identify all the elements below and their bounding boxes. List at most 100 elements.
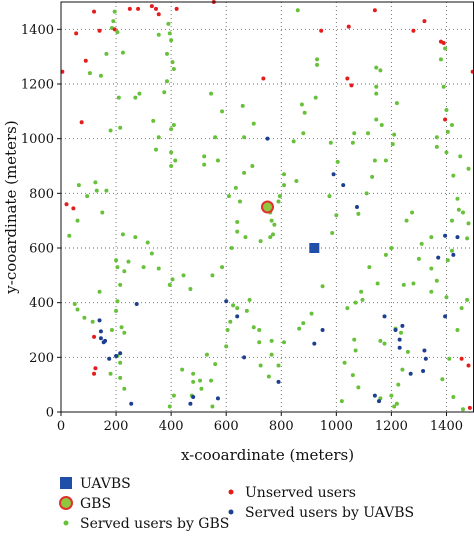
unserved-point (83, 58, 88, 63)
served-gbs-point (98, 73, 103, 78)
served-gbs-point (352, 131, 357, 136)
served-gbs-point (116, 95, 121, 100)
served-uavbs-point (101, 340, 106, 345)
y-tick-label: 1400 (21, 23, 54, 38)
served-gbs-point (126, 259, 131, 264)
served-gbs-point (180, 367, 185, 372)
served-gbs-point (367, 265, 372, 270)
served-gbs-point (383, 158, 388, 163)
legend-label-gbs: GBS (80, 496, 111, 512)
served-uavbs-point (397, 345, 402, 350)
served-gbs-point (250, 164, 255, 168)
served-gbs-point (299, 102, 304, 107)
served-gbs-point (114, 258, 119, 263)
served-gbs-point (75, 307, 80, 312)
unserved-point (156, 12, 161, 17)
served-uavbs-point (276, 379, 281, 384)
served-gbs-point (335, 159, 340, 164)
served-gbs-point (235, 229, 240, 234)
served-gbs-point (151, 118, 156, 123)
served-gbs-point (119, 325, 124, 330)
served-gbs-point (400, 367, 405, 372)
served-gbs-point (372, 158, 377, 163)
served-gbs-point (137, 91, 142, 96)
served-gbs-point (72, 302, 77, 307)
served-gbs-point (120, 232, 125, 237)
served-gbs-point (449, 123, 454, 127)
served-gbs-point (170, 60, 175, 65)
legend-marker-unserved (228, 489, 234, 495)
served-gbs-point (272, 222, 277, 227)
served-gbs-point (76, 183, 81, 188)
served-gbs-point (257, 340, 262, 345)
served-gbs-point (115, 30, 120, 35)
served-gbs-point (269, 218, 274, 223)
served-gbs-point (458, 154, 463, 159)
served-gbs-point (356, 211, 361, 216)
served-gbs-point (466, 221, 471, 226)
served-uavbs-point (98, 336, 103, 341)
y-tick-label: 800 (29, 187, 54, 202)
served-gbs-point (295, 8, 300, 13)
served-gbs-point (282, 183, 287, 188)
served-gbs-point (445, 258, 450, 263)
served-gbs-point (171, 393, 176, 398)
served-gbs-point (169, 127, 174, 132)
served-gbs-point (198, 378, 203, 383)
served-gbs-point (378, 338, 383, 343)
served-gbs-point (301, 131, 306, 136)
served-uavbs-point (114, 353, 119, 358)
served-gbs-point (374, 84, 379, 89)
served-gbs-point (231, 303, 236, 308)
data-points (60, 0, 474, 412)
served-gbs-point (455, 196, 460, 201)
served-gbs-point (370, 174, 375, 179)
gbs-point (261, 200, 274, 214)
served-gbs-point (389, 246, 394, 250)
served-gbs-point (455, 328, 460, 332)
x-tick-label: 400 (159, 419, 184, 434)
served-gbs-point (122, 330, 127, 335)
served-gbs-point (237, 199, 242, 204)
served-gbs-point (115, 265, 120, 270)
served-gbs-point (109, 328, 114, 332)
served-uavbs-point (134, 302, 139, 307)
served-gbs-point (447, 356, 452, 361)
served-gbs-point (429, 266, 434, 271)
served-gbs-point (276, 363, 281, 368)
served-gbs-point (394, 101, 399, 106)
served-gbs-point (156, 32, 161, 37)
served-gbs-point (294, 179, 299, 184)
served-gbs-point (244, 308, 249, 313)
served-uavbs-point (129, 401, 134, 406)
served-gbs-point (118, 282, 123, 287)
served-uavbs-point (215, 396, 220, 401)
served-gbs-point (167, 282, 172, 287)
served-gbs-point (399, 330, 404, 335)
served-gbs-point (156, 266, 161, 271)
legend: UAVBS GBS Unserved users Served users by GB… (59, 476, 414, 532)
served-gbs-point (330, 230, 335, 235)
served-gbs-point (443, 46, 448, 51)
x-axis-label: x-cooardinate (meters) (181, 446, 354, 464)
served-gbs-point (167, 404, 172, 409)
unserved-point (372, 8, 377, 13)
served-gbs-point (460, 407, 465, 412)
served-gbs-point (199, 386, 204, 391)
served-gbs-point (444, 150, 449, 155)
served-gbs-point (339, 399, 344, 404)
served-gbs-point (394, 401, 399, 406)
served-gbs-point (220, 109, 225, 114)
served-gbs-point (104, 51, 109, 56)
served-gbs-point (114, 308, 119, 313)
served-gbs-point (169, 164, 174, 168)
served-gbs-point (75, 218, 80, 223)
served-uavbs-point (98, 329, 103, 334)
served-uavbs-point (443, 233, 448, 238)
served-gbs-point (390, 142, 395, 147)
x-tick-label: 800 (269, 419, 294, 434)
served-uavbs-point (423, 356, 428, 361)
unserved-point (74, 31, 79, 36)
served-gbs-point (378, 68, 383, 73)
served-gbs-point (82, 315, 87, 320)
